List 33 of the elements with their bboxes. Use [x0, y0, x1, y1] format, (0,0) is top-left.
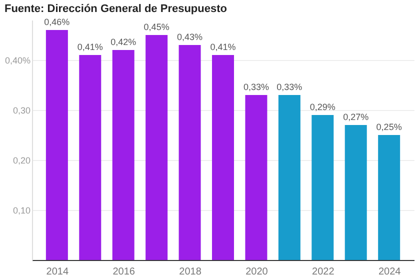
data-label: 0,33%	[243, 82, 269, 92]
x-tick-label: 2022	[312, 266, 335, 278]
data-label: 0,43%	[177, 32, 203, 42]
y-tick-label: 0,20	[12, 156, 30, 166]
x-tick-label: 2018	[179, 266, 202, 278]
bar	[278, 95, 300, 260]
x-tick-label: 2020	[246, 266, 268, 278]
bar	[146, 35, 168, 260]
data-label: 0,29%	[310, 102, 336, 112]
y-tick-label: 0,30	[12, 106, 30, 116]
y-tick-label: 0,10	[12, 206, 30, 216]
data-label: 0,45%	[144, 22, 170, 32]
bar	[312, 115, 334, 260]
chart-title: Fuente: Dirección General de Presupuesto	[4, 3, 228, 15]
y-tick-label: 0,40%	[4, 56, 30, 66]
bar	[112, 50, 134, 260]
bar	[212, 55, 234, 260]
bar	[79, 55, 102, 260]
bar	[378, 135, 400, 260]
bar	[178, 45, 201, 260]
bar	[46, 30, 68, 260]
data-label: 0,25%	[376, 122, 402, 132]
bar	[344, 125, 367, 260]
data-label: 0,42%	[110, 37, 136, 47]
data-label: 0,46%	[44, 17, 70, 27]
data-label: 0,33%	[276, 82, 302, 92]
bar	[245, 95, 268, 260]
data-label: 0,41%	[210, 42, 236, 52]
x-tick-label: 2016	[112, 266, 136, 278]
data-label: 0,41%	[77, 42, 103, 52]
x-tick-label: 2024	[378, 266, 402, 278]
data-label: 0,27%	[343, 112, 369, 122]
x-tick-label: 2014	[46, 266, 69, 278]
